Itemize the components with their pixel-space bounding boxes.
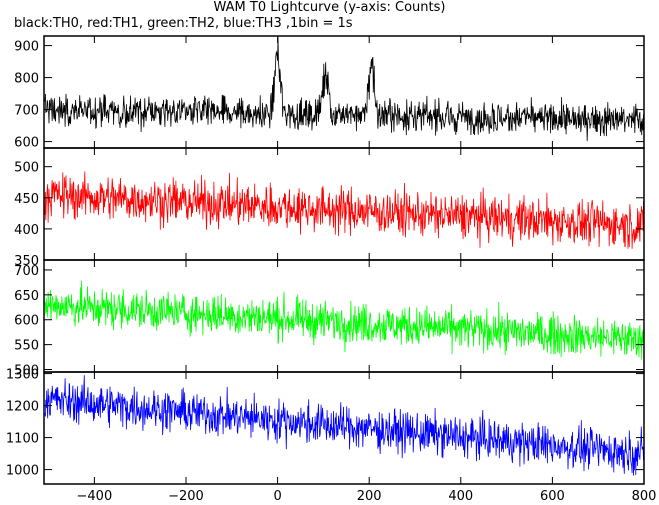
panel-frame-th0 <box>43 35 645 149</box>
y-tick-label-th3: 1300 <box>6 368 39 383</box>
y-tick-label-th0: 900 <box>14 40 39 55</box>
y-tick-label-th3: 1200 <box>6 400 39 415</box>
series-line-th3 <box>44 375 645 476</box>
x-tick-label: 200 <box>357 489 382 504</box>
y-tick-label-th2: 600 <box>14 314 39 329</box>
y-tick-label-th3: 1100 <box>6 432 39 447</box>
x-tick-label: −200 <box>168 489 204 504</box>
y-tick-label-th3: 1000 <box>6 464 39 479</box>
y-tick-label-th2: 500 <box>14 364 39 379</box>
x-tick-label: 400 <box>448 489 473 504</box>
y-tick-label-th0: 600 <box>14 136 39 151</box>
series-line-th1 <box>44 171 645 249</box>
series-line-th0 <box>44 36 645 142</box>
x-tick-label: 600 <box>540 489 565 504</box>
panel-frame-th2 <box>43 259 645 373</box>
x-tick-label: 0 <box>273 489 281 504</box>
y-tick-label-th2: 700 <box>14 264 39 279</box>
y-tick-label-th0: 700 <box>14 104 39 119</box>
x-tick-label: 800 <box>632 489 657 504</box>
y-tick-label-th1: 450 <box>14 192 39 207</box>
y-tick-label-th1: 350 <box>14 254 39 269</box>
y-tick-label-th0: 800 <box>14 72 39 87</box>
series-line-th2 <box>44 280 645 360</box>
chart-title: WAM T0 Lightcurve (y-axis: Counts) <box>213 0 446 15</box>
y-tick-label-th2: 650 <box>14 289 39 304</box>
x-tick-label: −400 <box>77 489 113 504</box>
y-tick-label-th2: 550 <box>14 339 39 354</box>
y-tick-label-th1: 500 <box>14 161 39 176</box>
chart-subtitle: black:TH0, red:TH1, green:TH2, blue:TH3 … <box>14 16 353 31</box>
y-tick-label-th1: 400 <box>14 223 39 238</box>
panel-frame-th3 <box>43 371 645 485</box>
